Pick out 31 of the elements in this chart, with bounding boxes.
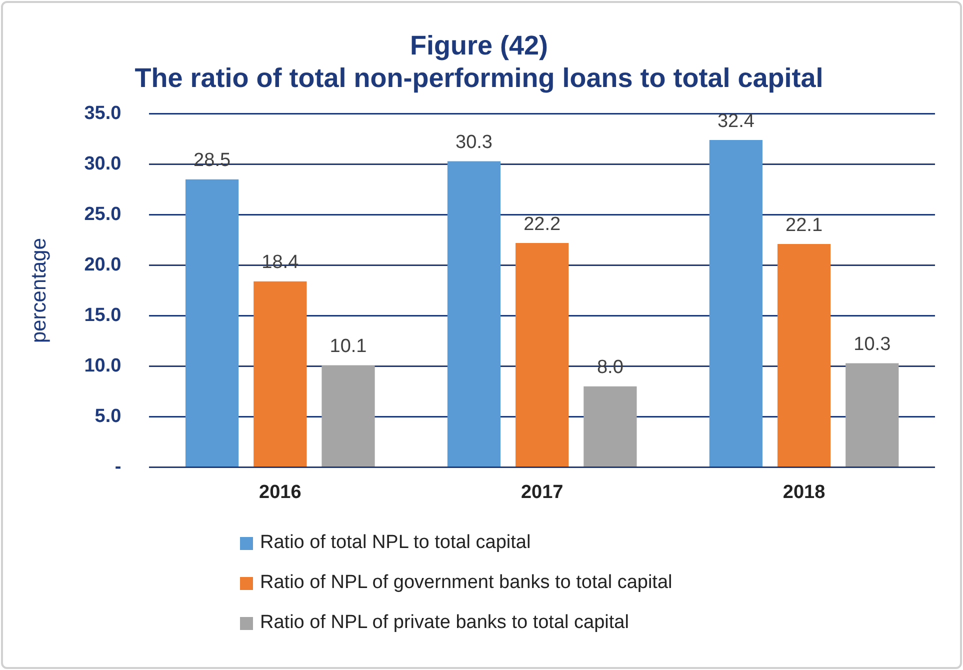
y-tick-label: 15.0 [84,304,122,326]
legend-label: Ratio of NPL of private banks to total capital [260,612,629,634]
data-label: 10.3 [854,334,891,355]
data-label: 30.3 [455,132,492,153]
legend-label: Ratio of NPL of government banks to total capital [260,572,672,594]
y-tick-label: 25.0 [84,204,122,226]
data-label: 32.4 [717,110,755,132]
y-tick-label: - [114,456,122,478]
x-tick-label: 2017 [520,482,564,503]
y-tick-label: 10.0 [84,355,122,376]
data-label: 10.1 [330,336,367,357]
bar [322,365,375,466]
y-tick-label: 20.0 [84,254,122,276]
x-tick-label: 2018 [782,482,826,503]
data-label: 22.2 [524,214,561,235]
y-tick-label: 35.0 [84,103,122,124]
y-axis-title: percentage [27,238,50,344]
bar [516,243,569,466]
legend-label: Ratio of total NPL to total capital [260,532,531,554]
bar [185,179,239,466]
data-label: 22.1 [786,214,823,236]
x-tick-label: 2016 [259,482,302,503]
chart-title: Figure (42) The ratio of total non-performing loans to total capital [134,30,824,94]
bar [254,281,307,466]
bar [447,161,501,466]
y-tick-label: 30.0 [84,154,122,175]
bar [777,244,831,466]
bar [709,140,762,466]
bar [846,363,899,466]
bar [584,386,637,466]
y-tick-label: 5.0 [94,406,122,427]
